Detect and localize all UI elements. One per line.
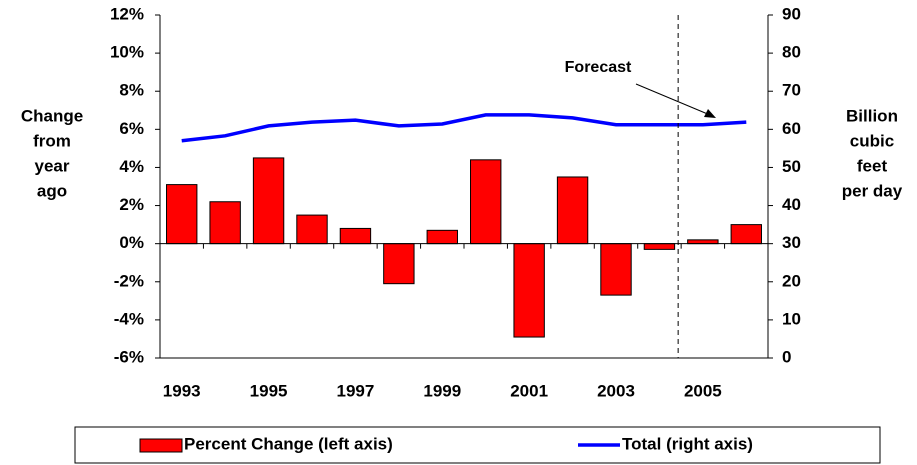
bar [687,239,719,245]
legend-label: Percent Change (left axis) [184,434,393,453]
legend-box [74,426,881,464]
y-tick-label: 10% [110,43,144,62]
bar [383,243,415,285]
y-tick-label: 2% [119,195,144,214]
bar [209,201,241,245]
bar [643,243,676,250]
bar [556,176,589,245]
bar [296,214,328,245]
y-axis-label: Change [21,106,83,125]
y2-tick-label: 20 [782,271,801,290]
bar [470,159,502,245]
x-tick-label: 1993 [163,381,201,400]
bar [252,157,285,245]
y-tick-label: -4% [114,309,144,328]
arrow-head [704,109,716,118]
x-tick-label: 2005 [684,381,722,400]
annotation-arrow [635,83,711,116]
y2-tick-label: 80 [782,43,801,62]
x-tick-label: 1995 [250,381,288,400]
legend-swatch [139,438,183,453]
legend-label: Total (right axis) [622,434,753,453]
y-tick-label: 4% [119,157,144,176]
y2-tick-label: 90 [782,4,801,23]
x-tick-label: 1997 [337,381,375,400]
y-tick-label: 0% [119,233,144,252]
y-tick-label: -2% [114,271,144,290]
y2-tick-label: 60 [782,119,801,138]
bar [166,184,198,245]
y-axis-label: year [35,156,70,175]
y-axis-label: from [33,131,71,150]
y2-axis-label: feet [857,156,888,175]
y2-tick-label: 0 [782,347,791,366]
y2-tick-label: 70 [782,81,801,100]
x-tick-label: 2001 [510,381,548,400]
y-tick-label: 12% [110,4,144,23]
y-axis-label: ago [37,181,67,200]
y2-tick-label: 40 [782,195,801,214]
y-tick-label: 8% [119,81,144,100]
y2-axis-label: cubic [850,131,894,150]
y2-tick-label: 50 [782,157,801,176]
x-tick-label: 2003 [597,381,635,400]
bar [426,229,458,245]
x-tick-label: 1999 [423,381,461,400]
y2-tick-label: 10 [782,309,801,328]
y2-axis-label: per day [842,181,903,200]
bar [600,243,632,296]
bar [513,243,545,338]
bar [339,227,372,245]
y-tick-label: -6% [114,347,144,366]
y-tick-label: 6% [119,119,144,138]
line [181,113,747,143]
y2-axis-label: Billion [846,106,898,125]
y2-tick-label: 30 [782,233,801,252]
annotation: Forecast [565,59,632,76]
bar [730,224,762,245]
